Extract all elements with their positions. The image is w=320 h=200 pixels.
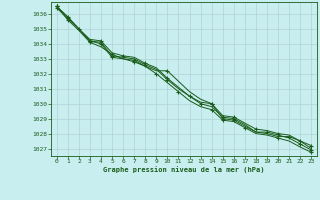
X-axis label: Graphe pression niveau de la mer (hPa): Graphe pression niveau de la mer (hPa) [103, 166, 265, 173]
